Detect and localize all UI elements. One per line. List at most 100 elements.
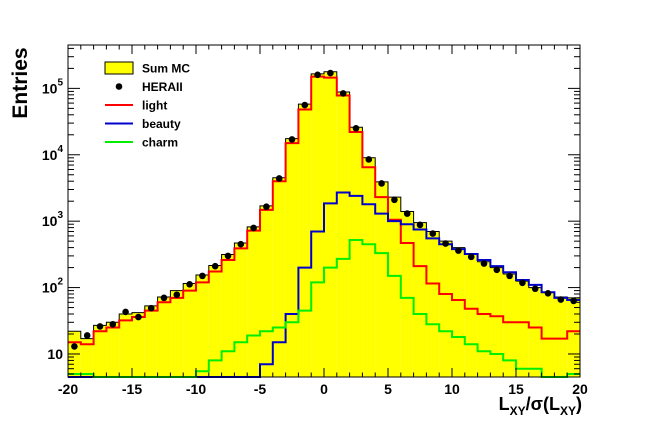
y-tick-label-exponent: 3 [57, 210, 63, 221]
sum-mc-bar-11 [464, 254, 478, 377]
heraii-point--2 [301, 101, 309, 109]
x-axis-label-sub2: XY [560, 404, 576, 418]
legend-sum-mc-label: Sum MC [142, 62, 190, 76]
heraii-point-7 [416, 221, 424, 229]
sum-mc-bar--19 [80, 338, 94, 377]
x-tick-label--10: -10 [186, 381, 206, 397]
sum-mc-bar-12 [477, 261, 491, 377]
sum-mc-bar--10 [196, 274, 209, 377]
y-tick-label-base: 10 [42, 280, 58, 296]
y-tick-label-exponent: 4 [57, 144, 63, 155]
heraii-point--5 [263, 203, 270, 211]
heraii-point--4 [275, 175, 283, 182]
heraii-point--19 [83, 332, 91, 339]
heraii-point--11 [186, 281, 193, 288]
heraii-point-17 [544, 289, 552, 297]
x-tick-label--20: -20 [58, 381, 78, 397]
sum-mc-bar--17 [106, 322, 120, 377]
heraii-point-13 [493, 266, 501, 274]
heraii-point-9 [442, 240, 449, 247]
x-axis-label-sub1: XY [510, 404, 526, 418]
heraii-point-15 [519, 279, 526, 287]
x-tick-label-15: 15 [508, 381, 524, 397]
heraii-point--15 [135, 313, 142, 321]
legend-light-label: light [142, 99, 167, 113]
heraii-point--20 [71, 343, 78, 350]
heraii-point--14 [147, 304, 155, 312]
x-tick-label-20: 20 [572, 381, 588, 397]
x-tick-label-5: 5 [384, 381, 392, 397]
sum-mc-bar-7 [413, 222, 427, 377]
sum-mc-bar--18 [93, 325, 107, 377]
x-tick-label--15: -15 [122, 381, 142, 397]
heraii-point--7 [237, 240, 245, 248]
sum-mc-bar--2 [298, 104, 312, 377]
sum-mc-bar--3 [285, 138, 299, 377]
heraii-point-5 [391, 196, 398, 204]
heraii-point--13 [160, 294, 168, 302]
sum-mc-bar--1 [311, 73, 324, 378]
heraii-point--18 [96, 323, 104, 330]
heraii-point--12 [173, 291, 181, 299]
sum-mc-bar-14 [503, 274, 516, 377]
heraii-point--6 [250, 224, 257, 232]
sum-mc-bar-1 [336, 92, 350, 377]
heraii-point--3 [288, 136, 296, 143]
heraii-point--1 [314, 71, 321, 79]
heraii-point-8 [429, 230, 437, 237]
sum-mc-bar-19 [567, 297, 580, 377]
heraii-point-19 [570, 297, 577, 305]
heraii-point--9 [211, 262, 219, 270]
heraii-point-6 [403, 210, 411, 217]
sum-mc-bar-0 [324, 71, 337, 377]
legend-charm-label: charm [142, 136, 178, 150]
y-tick-label-base: 10 [42, 80, 58, 96]
sum-mc-bar-2 [349, 127, 363, 377]
heraii-point-0 [327, 69, 334, 77]
heraii-point--8 [224, 252, 232, 260]
heraii-point-12 [480, 260, 488, 267]
sum-mc-bar--4 [272, 177, 286, 377]
x-axis-label-end: ) [576, 394, 582, 414]
sum-mc-bar--5 [260, 205, 273, 377]
x-tick-label--5: -5 [254, 381, 267, 397]
sum-mc-bar--15 [132, 312, 145, 377]
sum-mc-bar--8 [221, 254, 235, 377]
sum-mc-bar-18 [554, 297, 568, 377]
sum-mc-bar--13 [157, 297, 171, 377]
legend-beauty-label: beauty [142, 117, 181, 131]
y-tick-label-10000: 104 [42, 144, 64, 163]
heraii-point-4 [378, 180, 385, 187]
x-tick-label-10: 10 [444, 381, 460, 397]
sum-mc-bar-17 [541, 292, 555, 377]
sum-mc-bar-10 [452, 247, 465, 377]
x-tick-label-0: 0 [320, 381, 328, 397]
heraii-point-3 [365, 156, 373, 163]
sum-mc-bar-8 [426, 231, 440, 377]
sum-mc-bar-16 [528, 287, 542, 377]
sum-mc-bar-13 [490, 267, 504, 377]
legend: Sum MC HERAII light beauty charm [104, 61, 190, 150]
legend-heraii-label: HERAII [142, 80, 183, 94]
y-tick-label-base: 10 [42, 213, 58, 229]
heraii-point-10 [455, 247, 462, 254]
sum-mc-bar--14 [144, 305, 158, 377]
x-axis-label-mid: /σ(L [526, 394, 560, 414]
heraii-point-14 [506, 272, 513, 280]
sum-mc-bar--6 [247, 226, 260, 377]
y-tick-label-100: 102 [42, 277, 64, 296]
y-tick-label-base: 10 [47, 346, 63, 362]
heraii-point-2 [352, 125, 360, 132]
sum-mc-bar-9 [439, 241, 452, 377]
y-tick-label-100000: 105 [42, 77, 64, 96]
sum-mc-bar-6 [400, 211, 414, 377]
heraii-point-11 [467, 253, 475, 261]
sum-mc-bar-3 [362, 157, 376, 377]
heraii-point--16 [122, 308, 129, 316]
sum-mc-bar-4 [375, 181, 388, 377]
heraii-point--10 [199, 272, 206, 280]
sum-mc-bar-5 [388, 197, 401, 377]
sum-mc-bar--9 [208, 265, 222, 377]
sum-mc-bar--12 [170, 290, 184, 377]
sum-mc-bar--7 [234, 242, 248, 377]
